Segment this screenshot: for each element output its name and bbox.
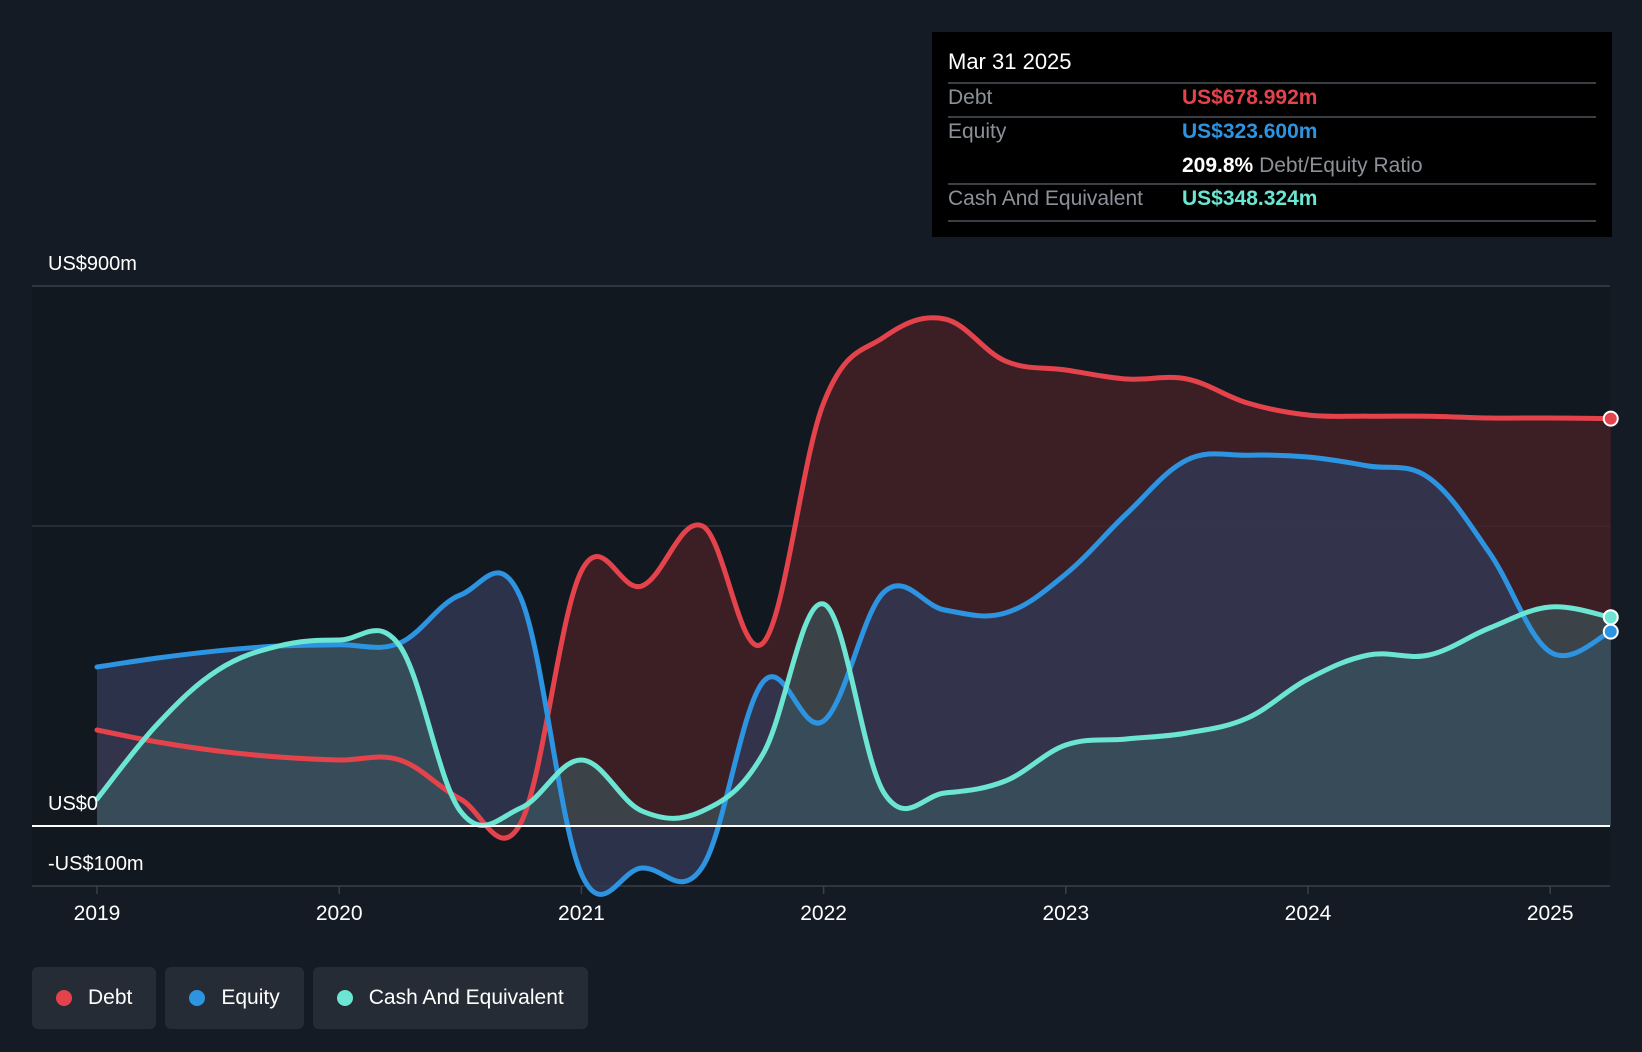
tooltip-divider (948, 183, 1596, 185)
y-tick-labels: US$900m US$0 -US$100m (48, 253, 144, 875)
y-tick-label: US$900m (48, 253, 137, 275)
y-tick-label: -US$100m (48, 853, 144, 875)
x-tick-label: 2019 (74, 902, 121, 925)
legend-dot-icon (56, 990, 72, 1006)
equity-end-marker (1602, 623, 1619, 640)
tooltip-cash-label: Cash And Equivalent (948, 187, 1143, 210)
tooltip-panel: Mar 31 2025 Debt US$678.992m Equity US$3… (932, 32, 1612, 237)
tooltip-cash-value: US$348.324m (1182, 187, 1318, 210)
tooltip-divider (948, 116, 1596, 118)
x-tick-label: 2025 (1527, 902, 1574, 925)
legend-dot-icon (336, 990, 353, 1006)
y-tick-label: US$0 (48, 793, 98, 815)
tooltip-ratio-value: 209.8% (1182, 154, 1254, 177)
tooltip-debt-label: Debt (948, 86, 993, 109)
cash-and-equivalent-area (97, 603, 1611, 826)
legend-item-debt[interactable]: Debt (32, 967, 157, 1029)
series-areas (97, 317, 1611, 895)
legend-item-cash[interactable]: Cash And Equivalent (312, 967, 588, 1029)
series-lines (32, 315, 1614, 897)
x-tick-label: 2022 (800, 902, 847, 925)
end-markers (1602, 410, 1619, 640)
debt-end-marker (1602, 410, 1619, 427)
legend: Debt Equity Cash And Equivalent (32, 967, 588, 1029)
x-tick-label: 2020 (316, 902, 363, 925)
tooltip-date: Mar 31 2025 (948, 49, 1072, 74)
debt-line (94, 315, 1614, 841)
x-tick-label: 2024 (1285, 902, 1332, 925)
tooltip-ratio: 209.8% Debt/Equity Ratio (1182, 154, 1423, 178)
x-tick-label: 2023 (1042, 902, 1089, 925)
cash-and-equivalent-end-marker (1602, 609, 1619, 626)
tooltip-equity-value: US$323.600m (1182, 120, 1318, 143)
x-tick-label: 2021 (558, 902, 605, 925)
x-tick-labels: 2019 2020 2021 2022 2023 2024 2025 (74, 886, 1574, 925)
tooltip-debt-value: US$678.992m (1182, 86, 1318, 109)
legend-label: Cash And Equivalent (368, 986, 564, 1009)
legend-label: Debt (88, 986, 133, 1009)
legend-label: Equity (221, 986, 280, 1009)
tooltip-equity-label: Equity (948, 120, 1007, 143)
tooltip-ratio-label: Debt/Equity Ratio (1259, 154, 1423, 177)
tooltip-divider (948, 82, 1596, 84)
legend-dot-icon (189, 990, 206, 1006)
cash-and-equivalent-line (94, 601, 1614, 828)
tooltip-divider (948, 220, 1596, 222)
legend-item-equity[interactable]: Equity (165, 967, 304, 1029)
